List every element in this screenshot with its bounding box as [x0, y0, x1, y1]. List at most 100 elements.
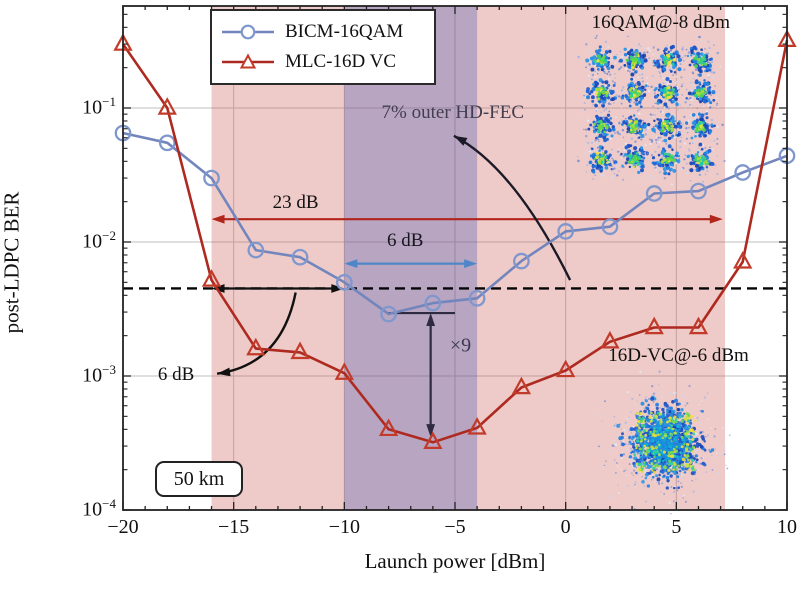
constellation-dot — [633, 507, 636, 510]
constellation-dot — [676, 461, 680, 465]
constellation-dot — [636, 81, 641, 85]
constellation-dot — [656, 60, 660, 65]
constellation-dot — [694, 440, 697, 443]
constellation-dot — [671, 87, 676, 92]
constellation-dot — [703, 151, 707, 155]
constellation-dot — [700, 48, 703, 52]
constellation-dot — [700, 52, 704, 56]
constellation-dot — [711, 71, 714, 74]
constellation-dot — [716, 51, 720, 55]
constellation-dot — [641, 53, 647, 58]
constellation-dot — [596, 146, 599, 149]
constellation-dot — [690, 98, 693, 102]
constellation-dot — [648, 49, 652, 52]
constellation-dot — [716, 102, 719, 105]
constellation-dot — [661, 124, 664, 128]
constellation-dot — [670, 158, 674, 162]
constellation-dot — [613, 55, 617, 60]
constellation-dot — [641, 476, 643, 478]
constellation-dot — [651, 446, 655, 450]
mlc-data-point — [246, 337, 266, 356]
constellation-dot — [604, 62, 609, 67]
constellation-dot — [665, 417, 668, 421]
bicm-data-point — [158, 134, 176, 152]
constellation-dot — [614, 62, 617, 64]
constellation-dot — [695, 458, 699, 462]
constellation-dot — [723, 453, 726, 456]
constellation-dot — [703, 87, 706, 90]
constellation-dot — [595, 151, 600, 155]
constellation-dot — [644, 151, 647, 155]
constellation-dot — [663, 102, 668, 107]
constellation-dot — [597, 130, 601, 134]
constellation-dot — [626, 48, 629, 51]
constellation-dot — [638, 54, 643, 59]
constellation-dot — [623, 47, 627, 51]
constellation-dot — [630, 126, 634, 130]
constellation-dot — [662, 77, 665, 80]
constellation-dot — [683, 60, 685, 62]
constellation-dot — [669, 454, 674, 458]
constellation-dot — [621, 432, 624, 436]
constellation-dot — [699, 100, 702, 104]
constellation-dot — [689, 168, 694, 173]
constellation-dot — [672, 468, 675, 471]
constellation-dot — [703, 448, 707, 452]
constellation-dot — [655, 481, 657, 483]
constellation-dot — [645, 469, 648, 472]
constellation-dot — [702, 128, 706, 132]
constellation-dot — [602, 135, 607, 140]
constellation-dot — [685, 88, 688, 91]
constellation-dot — [601, 127, 605, 130]
constellation-dot — [697, 419, 699, 421]
constellation-dot — [616, 130, 620, 134]
constellation-dot — [677, 399, 680, 401]
constellation-dot — [588, 149, 592, 153]
constellation-dot — [647, 465, 651, 469]
constellation-dot — [612, 83, 616, 87]
constellation-dot — [692, 45, 697, 50]
constellation-dot — [645, 406, 648, 410]
constellation-dot — [672, 58, 676, 62]
constellation-dot — [585, 89, 590, 94]
constellation-dot — [631, 397, 634, 401]
constellation-dot — [588, 92, 592, 96]
constellation-dot — [708, 46, 711, 50]
constellation-dot — [701, 84, 705, 88]
constellation-dot — [689, 118, 692, 121]
constellation-dot — [673, 458, 676, 461]
constellation-dot — [584, 134, 588, 138]
constellation-dot — [699, 423, 702, 425]
constellation-dot — [632, 469, 636, 472]
constellation-dot — [702, 161, 706, 164]
constellation-dot — [633, 78, 636, 81]
constellation-dot — [665, 445, 669, 449]
constellation-dot — [723, 159, 726, 163]
constellation-dot — [616, 151, 619, 153]
constellation-dot — [684, 500, 687, 503]
constellation-dot — [694, 93, 697, 96]
constellation-dot — [654, 415, 659, 419]
constellation-dot — [703, 440, 706, 443]
constellation-dot — [597, 160, 602, 164]
constellation-dot — [643, 124, 648, 128]
constellation-dot — [695, 478, 697, 481]
constellation-dot — [595, 109, 598, 112]
constellation-dot — [624, 94, 628, 98]
constellation-dot — [605, 84, 608, 87]
constellation-dot — [710, 123, 714, 126]
constellation-dot — [624, 421, 627, 424]
constellation-dot — [697, 159, 701, 163]
constellation-dot — [653, 405, 656, 408]
constellation-dot — [653, 119, 656, 123]
constellation-dot — [700, 435, 705, 439]
constellation-dot — [698, 173, 701, 176]
constellation-dot — [696, 58, 699, 61]
constellation-dot — [620, 106, 623, 109]
constellation-dot — [700, 59, 703, 63]
constellation-dot — [640, 168, 644, 173]
constellation-dot — [607, 128, 612, 133]
constellation-dot — [618, 132, 622, 136]
constellation-dot — [708, 68, 712, 72]
constellation-dot — [689, 414, 693, 418]
